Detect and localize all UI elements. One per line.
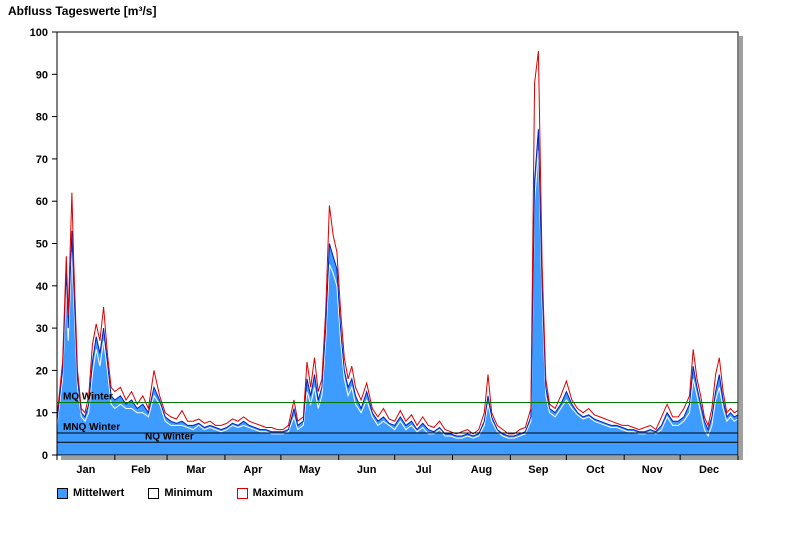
x-month-label: Jan	[76, 464, 95, 476]
mittelwert-swatch-icon	[57, 487, 68, 499]
x-month-label: Feb	[131, 464, 151, 476]
legend: Mittelwert Minimum Maximum	[57, 487, 303, 499]
legend-item-minimum: Minimum	[148, 487, 213, 499]
x-month-label: Dec	[699, 464, 719, 476]
reference-label-2: NQ Winter	[145, 431, 194, 442]
x-month-label: Nov	[642, 464, 664, 476]
y-tick-label: 100	[30, 27, 48, 39]
reference-label-0: MQ Winter	[63, 392, 113, 403]
frame-shadow-right	[739, 36, 743, 460]
y-tick-label: 70	[36, 154, 48, 166]
x-month-label: Jun	[357, 464, 377, 476]
y-tick-label: 90	[36, 69, 48, 81]
x-month-label: Jul	[416, 464, 432, 476]
minimum-swatch-icon	[148, 487, 160, 499]
frame-shadow-bottom	[61, 456, 743, 460]
chart-title: Abfluss Tageswerte [m³/s]	[8, 4, 157, 18]
x-month-label: Mar	[186, 464, 206, 476]
legend-label-minimum: Minimum	[164, 487, 213, 499]
mittelwert-area	[57, 129, 738, 456]
legend-item-mittelwert: Mittelwert	[57, 487, 124, 499]
x-month-label: May	[299, 464, 321, 476]
maximum-line	[56, 50, 739, 435]
x-month-label: Oct	[586, 464, 605, 476]
y-tick-label: 60	[36, 196, 48, 208]
y-tick-label: 50	[36, 239, 48, 251]
maximum-swatch-icon	[236, 487, 248, 499]
reference-label-1: MNQ Winter	[63, 422, 120, 433]
plot-background	[57, 32, 738, 455]
legend-label-maximum: Maximum	[252, 487, 304, 499]
legend-label-mittelwert: Mittelwert	[73, 487, 125, 499]
y-tick-label: 80	[36, 112, 48, 124]
discharge-chart: MQ Winter MNQ Winter NQ Winter 0 10 20 30 40 50 6…	[30, 27, 743, 476]
y-tick-label: 10	[36, 408, 48, 420]
mittelwert-line	[56, 129, 739, 437]
y-tick-label: 40	[36, 281, 48, 293]
legend-item-maximum: Maximum	[236, 487, 304, 499]
x-month-label: Aug	[471, 464, 492, 476]
y-tick-label: 0	[42, 450, 48, 462]
x-month-label: Sep	[528, 464, 548, 476]
y-tick-label: 20	[36, 365, 48, 377]
x-month-label: Apr	[243, 464, 263, 476]
minimum-line	[56, 150, 739, 439]
y-tick-label: 30	[36, 323, 48, 335]
